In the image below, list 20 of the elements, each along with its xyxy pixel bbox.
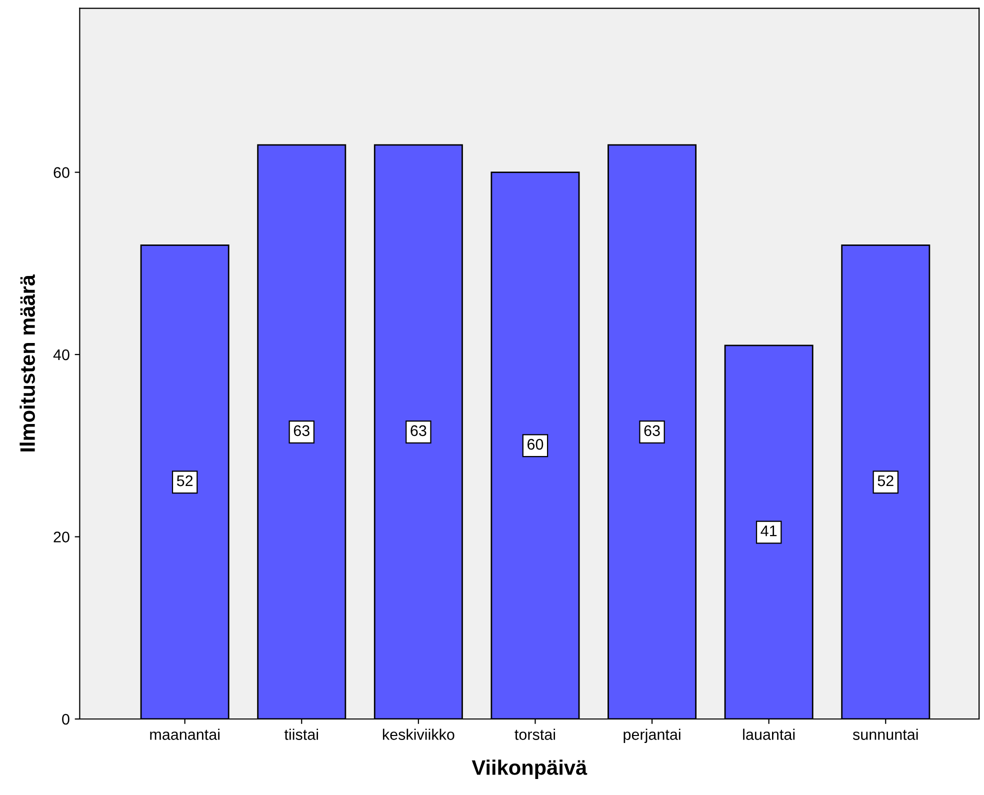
y-tick-label: 0: [62, 714, 70, 725]
y-tick-label: 40: [53, 349, 70, 360]
x-tick-label: lauantai: [743, 728, 795, 740]
x-tick-label: torstai: [514, 728, 556, 740]
x-tick-label: tiistai: [284, 728, 318, 740]
data-label: 63: [644, 425, 660, 436]
x-tick-label: sunnuntai: [852, 728, 918, 740]
data-label: 41: [760, 526, 777, 536]
x-tick-label: perjantai: [624, 728, 680, 743]
data-label: 52: [878, 475, 894, 486]
data-label: 63: [294, 425, 310, 436]
data-label: 63: [410, 425, 426, 436]
y-axis-title: Ilmoitusten määrä: [20, 274, 35, 452]
x-tick-label: maanantai: [150, 728, 220, 740]
data-label: 52: [176, 475, 193, 486]
x-tick-label: keskiviikko: [382, 728, 454, 740]
y-tick-label: 60: [54, 167, 70, 178]
data-label: 60: [528, 438, 544, 450]
y-tick-label: 20: [54, 532, 70, 542]
x-axis-title: Viikonpäivä: [472, 760, 588, 780]
